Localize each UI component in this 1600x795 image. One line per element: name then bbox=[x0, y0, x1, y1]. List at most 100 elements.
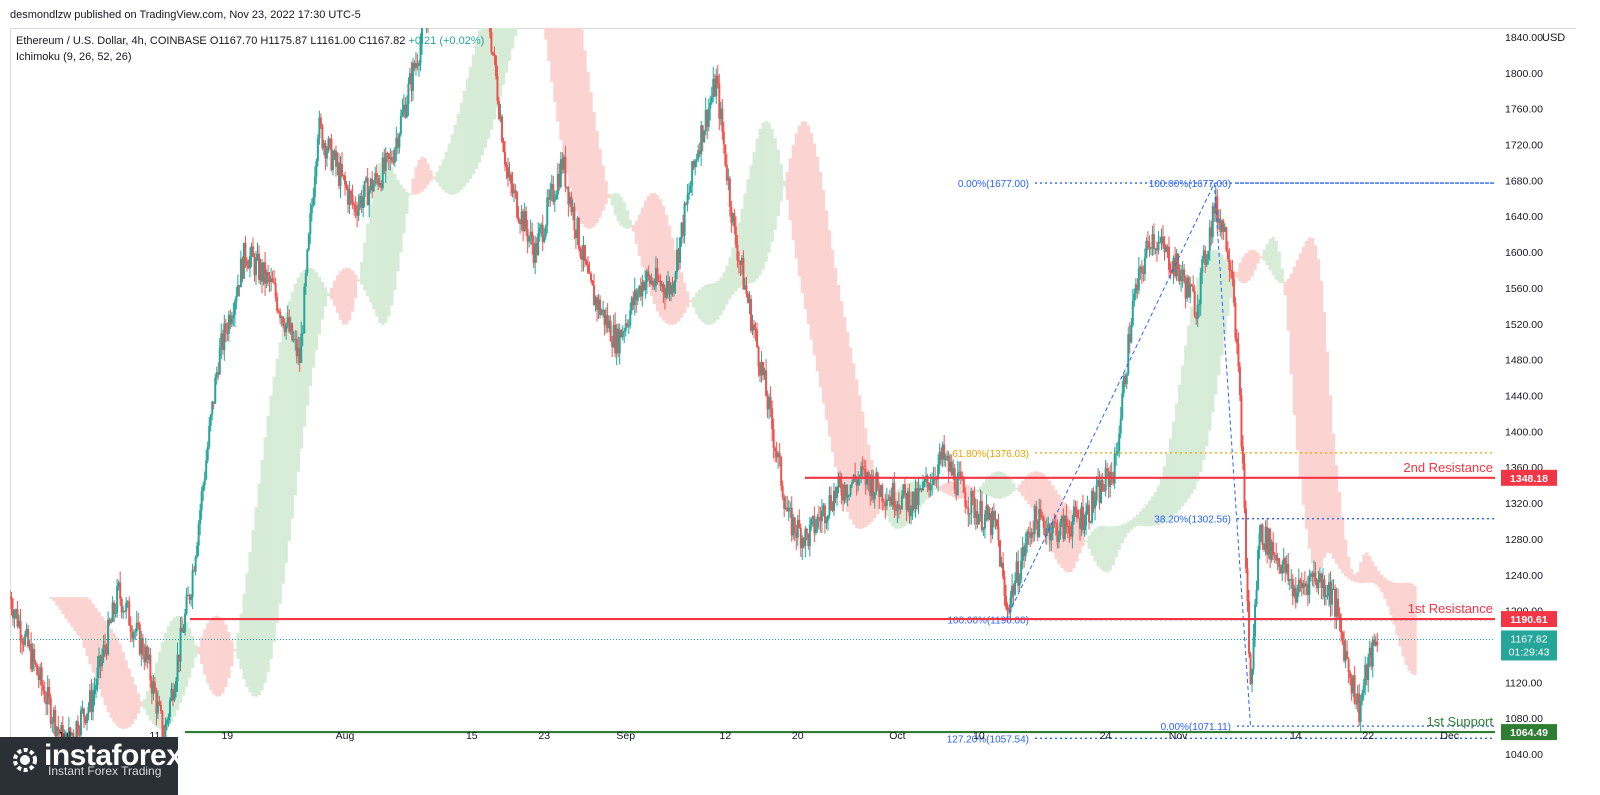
cloud-segment bbox=[574, 28, 578, 212]
candle-body bbox=[698, 150, 701, 155]
cloud-segment bbox=[188, 628, 192, 678]
cloud-segment bbox=[269, 395, 273, 660]
candle-body bbox=[386, 153, 389, 155]
candle bbox=[928, 482, 931, 498]
candle bbox=[1186, 274, 1189, 302]
candle-body bbox=[656, 267, 659, 281]
candle bbox=[1334, 584, 1337, 629]
candle-body bbox=[564, 156, 567, 187]
candle bbox=[768, 393, 771, 420]
candle bbox=[662, 282, 665, 304]
candle-body bbox=[274, 283, 277, 297]
candle-body bbox=[686, 194, 689, 204]
candle-body bbox=[42, 685, 45, 691]
cloud-segment bbox=[1030, 472, 1034, 509]
candle-body bbox=[1302, 583, 1305, 589]
cloud-segment bbox=[547, 28, 551, 62]
candle bbox=[1350, 673, 1353, 701]
candle-body bbox=[1059, 521, 1062, 536]
candle-body bbox=[671, 284, 674, 293]
candle bbox=[759, 361, 762, 383]
candle bbox=[12, 598, 15, 626]
candle bbox=[312, 187, 315, 208]
candle-body bbox=[1198, 303, 1201, 305]
cloud-segment bbox=[345, 267, 349, 325]
candle-body bbox=[980, 500, 983, 530]
candle bbox=[190, 594, 193, 607]
candle bbox=[771, 400, 774, 442]
candle-body bbox=[860, 466, 863, 477]
candle-body bbox=[95, 684, 98, 690]
candle bbox=[1057, 530, 1060, 549]
candle bbox=[1254, 599, 1257, 647]
candle-body bbox=[1035, 506, 1038, 522]
time-tick-label: Aug bbox=[336, 730, 355, 742]
candle bbox=[1376, 632, 1379, 653]
cloud-segment bbox=[498, 28, 503, 97]
candle-body bbox=[766, 396, 769, 410]
cloud-segment bbox=[993, 471, 998, 499]
candle-body bbox=[497, 101, 500, 119]
candle bbox=[265, 269, 268, 288]
candle-body bbox=[944, 457, 947, 461]
candle bbox=[896, 500, 899, 524]
candle-body bbox=[896, 504, 899, 511]
candle-body bbox=[34, 661, 37, 665]
candle bbox=[1139, 265, 1142, 280]
candle bbox=[986, 503, 989, 522]
candle bbox=[407, 77, 410, 117]
candle bbox=[416, 53, 419, 71]
candle-body bbox=[1371, 639, 1374, 667]
candle bbox=[82, 707, 85, 729]
candle-body bbox=[414, 63, 417, 69]
candle-body bbox=[33, 648, 36, 662]
indicator-label[interactable]: Ichimoku (9, 26, 52, 26) bbox=[16, 51, 132, 63]
cloud-segment bbox=[631, 225, 635, 232]
price-tick-label: 1240.00 bbox=[1505, 570, 1543, 582]
candle-body bbox=[1008, 610, 1011, 612]
price-chart[interactable]: 0.00%(1677.00) 100.00%(1677.00)61.80%(137… bbox=[10, 28, 1575, 763]
candle bbox=[722, 121, 725, 154]
candle-body bbox=[937, 464, 940, 480]
cloud-segment bbox=[643, 200, 648, 278]
candle bbox=[493, 46, 496, 65]
candle-body bbox=[1075, 509, 1078, 518]
ohlc-open: O1167.70 bbox=[209, 35, 258, 47]
cloud-segment bbox=[363, 242, 367, 291]
cloud-segment bbox=[172, 617, 177, 717]
candle bbox=[810, 517, 813, 531]
candle bbox=[1300, 572, 1303, 597]
candle bbox=[1306, 576, 1309, 607]
candle bbox=[971, 490, 974, 506]
candle bbox=[1248, 589, 1251, 658]
candle bbox=[502, 137, 505, 153]
candle bbox=[775, 442, 778, 463]
candle-body bbox=[1267, 529, 1270, 555]
candle bbox=[1234, 296, 1237, 342]
candle bbox=[733, 208, 736, 235]
cloud-segment bbox=[169, 620, 174, 723]
candle bbox=[25, 623, 28, 638]
candle bbox=[826, 515, 829, 531]
cloud-segment bbox=[649, 193, 654, 296]
candle bbox=[855, 476, 858, 496]
candle-body bbox=[362, 196, 365, 208]
candle bbox=[740, 255, 743, 275]
candle bbox=[1198, 299, 1201, 318]
candle bbox=[362, 185, 365, 218]
candle-body bbox=[786, 507, 789, 512]
symbol-line[interactable]: Ethereum / U.S. Dollar, 4h, COINBASE bbox=[16, 35, 207, 47]
cloud-segment bbox=[215, 615, 219, 697]
cloud-segment bbox=[580, 29, 584, 224]
candle-body bbox=[1207, 250, 1210, 260]
candle-body bbox=[200, 491, 203, 511]
candle-body bbox=[235, 295, 238, 302]
candle bbox=[1358, 683, 1361, 727]
candle-body bbox=[718, 83, 721, 119]
candle bbox=[615, 323, 618, 366]
candle-body bbox=[359, 196, 362, 205]
candle bbox=[233, 298, 236, 327]
candle-body bbox=[958, 471, 961, 474]
candle-body bbox=[1157, 242, 1160, 251]
candle-body bbox=[555, 194, 558, 200]
